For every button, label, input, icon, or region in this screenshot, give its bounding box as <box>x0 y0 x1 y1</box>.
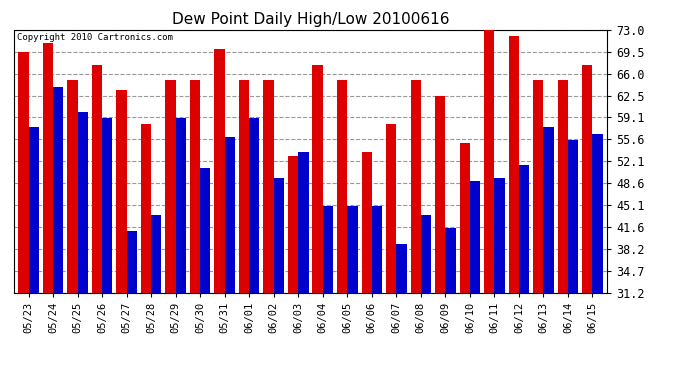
Bar <box>533 80 544 292</box>
Bar <box>126 231 137 292</box>
Bar <box>421 215 431 292</box>
Bar <box>43 42 53 292</box>
Bar <box>298 153 308 292</box>
Bar <box>53 87 63 292</box>
Bar <box>484 27 495 292</box>
Bar <box>274 178 284 292</box>
Text: Copyright 2010 Cartronics.com: Copyright 2010 Cartronics.com <box>17 33 172 42</box>
Bar <box>200 168 210 292</box>
Bar <box>519 165 529 292</box>
Bar <box>313 64 323 292</box>
Bar <box>593 134 603 292</box>
Bar <box>151 215 161 292</box>
Bar <box>495 178 504 292</box>
Bar <box>544 128 554 292</box>
Bar <box>362 153 372 292</box>
Bar <box>411 80 421 292</box>
Bar <box>509 36 519 292</box>
Bar <box>102 118 112 292</box>
Bar <box>460 143 470 292</box>
Bar <box>568 140 578 292</box>
Bar <box>92 64 102 292</box>
Title: Dew Point Daily High/Low 20100616: Dew Point Daily High/Low 20100616 <box>172 12 449 27</box>
Bar <box>225 137 235 292</box>
Bar <box>141 124 151 292</box>
Bar <box>117 90 126 292</box>
Bar <box>190 80 200 292</box>
Bar <box>77 112 88 292</box>
Bar <box>470 181 480 292</box>
Bar <box>396 243 406 292</box>
Bar <box>28 128 39 292</box>
Bar <box>337 80 347 292</box>
Bar <box>372 206 382 292</box>
Bar <box>176 118 186 292</box>
Bar <box>435 96 445 292</box>
Bar <box>347 206 357 292</box>
Bar <box>386 124 396 292</box>
Bar <box>249 118 259 292</box>
Bar <box>288 156 298 292</box>
Bar <box>558 80 568 292</box>
Bar <box>215 49 225 292</box>
Bar <box>166 80 176 292</box>
Bar <box>18 52 28 292</box>
Bar <box>264 80 274 292</box>
Bar <box>445 228 455 292</box>
Bar <box>67 80 77 292</box>
Bar <box>323 206 333 292</box>
Bar <box>582 64 593 292</box>
Bar <box>239 80 249 292</box>
